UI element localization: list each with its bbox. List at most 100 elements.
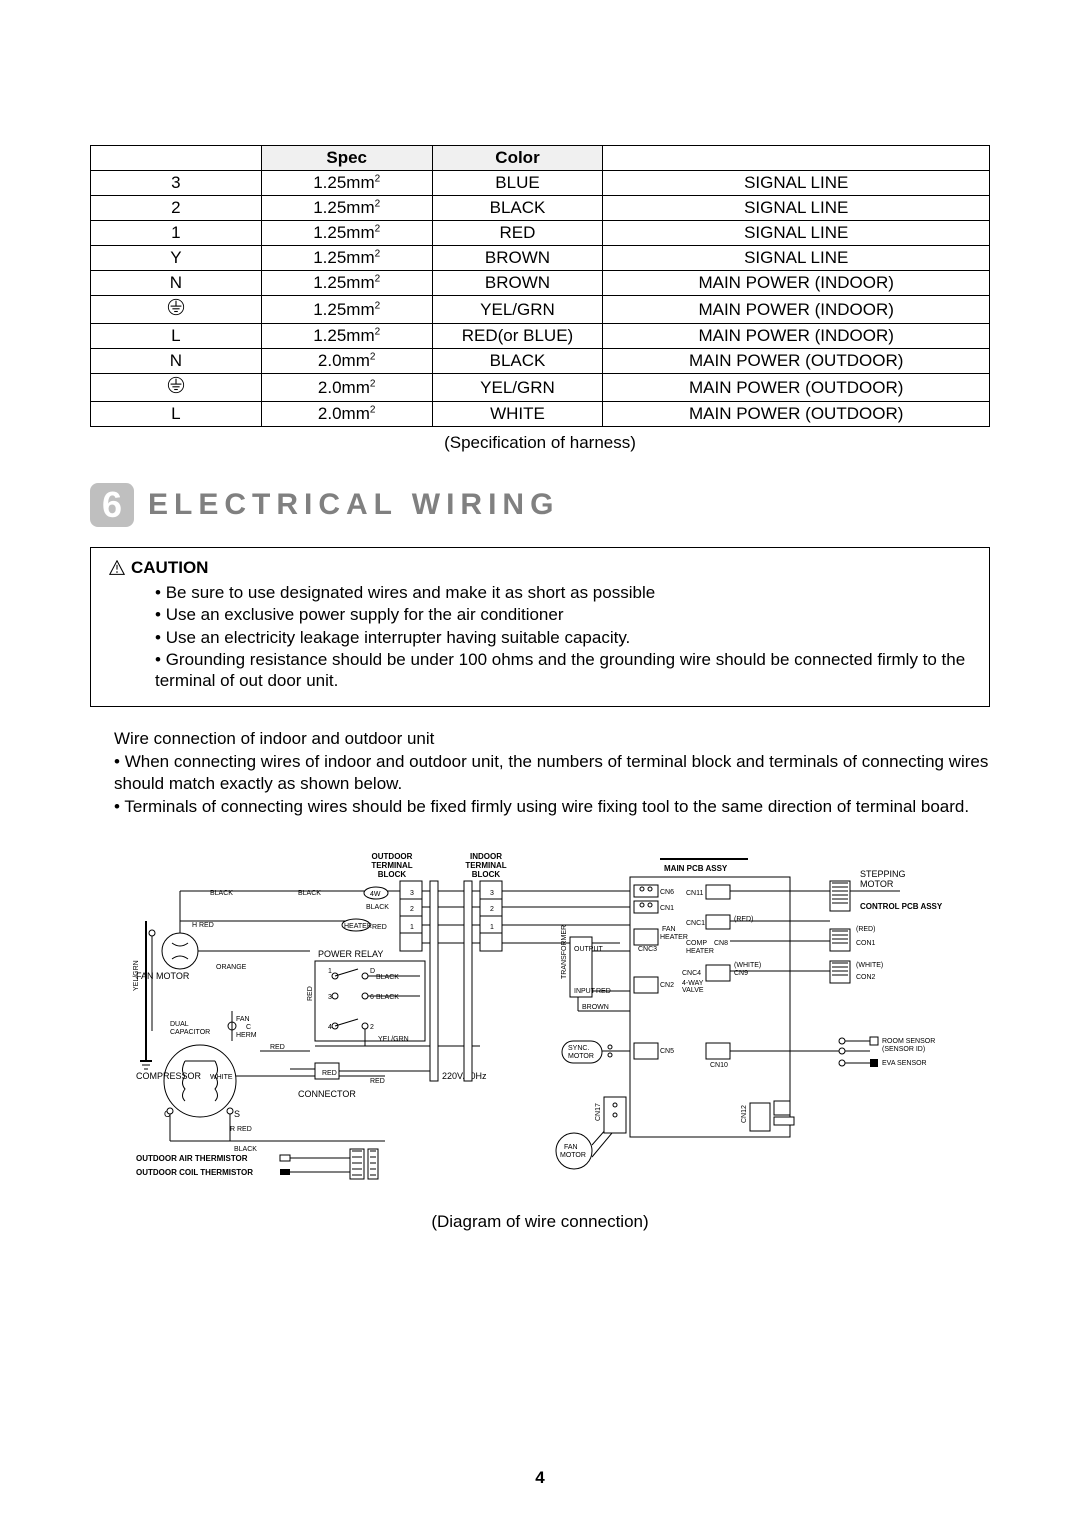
cell-terminal (91, 296, 262, 324)
svg-text:3: 3 (490, 890, 494, 897)
wire-connection-item: Terminals of connecting wires should be … (114, 796, 990, 818)
svg-text:4W: 4W (370, 891, 381, 898)
svg-text:FAN: FAN (236, 1016, 250, 1023)
cell-terminal: 1 (91, 221, 262, 246)
cell-color: BLACK (432, 349, 603, 374)
svg-text:CNC4: CNC4 (682, 970, 701, 977)
svg-text:YEL/GRN: YEL/GRN (133, 960, 140, 991)
svg-text:4: 4 (328, 1024, 332, 1031)
cell-spec: 1.25mm2 (261, 246, 432, 271)
svg-text:2: 2 (370, 1024, 374, 1031)
outdoor-air-thermistor-label: OUTDOOR AIR THERMISTOR (136, 1154, 248, 1163)
ground-icon (167, 298, 185, 316)
cell-spec: 1.25mm2 (261, 324, 432, 349)
th-spec: Spec (261, 146, 432, 171)
svg-text:1: 1 (410, 924, 414, 931)
dual-capacitor-label: DUAL (170, 1021, 189, 1028)
section-title: ELECTRICAL WIRING (148, 488, 559, 522)
cell-desc: SIGNAL LINE (603, 221, 990, 246)
svg-text:RED: RED (370, 1078, 385, 1085)
svg-text:CN5: CN5 (660, 1048, 674, 1055)
table-row: N2.0mm2BLACKMAIN POWER (OUTDOOR) (91, 349, 990, 374)
cell-spec: 1.25mm2 (261, 271, 432, 296)
transformer-label: TRANSFORMER (561, 924, 568, 978)
svg-text:RED: RED (307, 986, 314, 1001)
caution-item: Be sure to use designated wires and make… (155, 582, 971, 603)
svg-text:HEATER: HEATER (686, 948, 714, 955)
svg-text:VALVE: VALVE (682, 987, 704, 994)
cell-color: YEL/GRN (432, 296, 603, 324)
table-header: Spec Color (91, 146, 990, 171)
diagram-caption: (Diagram of wire connection) (130, 1212, 950, 1232)
cell-desc: SIGNAL LINE (603, 171, 990, 196)
svg-text:BLOCK: BLOCK (472, 870, 501, 879)
svg-text:(WHITE): (WHITE) (734, 962, 761, 969)
svg-text:CN8: CN8 (714, 940, 728, 947)
svg-text:CN6: CN6 (660, 889, 674, 896)
cell-desc: SIGNAL LINE (603, 196, 990, 221)
outdoor-terminal-block-label: OUTDOOR (372, 852, 413, 861)
cell-desc: MAIN POWER (OUTDOOR) (603, 374, 990, 402)
cell-terminal: N (91, 271, 262, 296)
wire-connection-title: Wire connection of indoor and outdoor un… (114, 729, 990, 749)
svg-text:MOTOR: MOTOR (860, 879, 894, 889)
svg-text:YEL/GRN: YEL/GRN (378, 1036, 409, 1043)
indoor-fan-motor-label: FAN (564, 1144, 578, 1151)
cell-terminal: N (91, 349, 262, 374)
svg-text:1: 1 (328, 968, 332, 975)
caution-box: CAUTION Be sure to use designated wires … (90, 547, 990, 707)
svg-text:MOTOR: MOTOR (568, 1053, 594, 1060)
cell-terminal (91, 374, 262, 402)
caution-title: CAUTION (109, 558, 971, 578)
outdoor-fan-motor-label: FAN MOTOR (136, 971, 190, 981)
cell-spec: 1.25mm2 (261, 221, 432, 246)
connector-label: CONNECTOR (298, 1089, 356, 1099)
caution-item: Grounding resistance should be under 100… (155, 649, 971, 692)
stepping-motor-label: STEPPING (860, 869, 906, 879)
table-row: 11.25mm2REDSIGNAL LINE (91, 221, 990, 246)
cell-color: YEL/GRN (432, 374, 603, 402)
cell-desc: SIGNAL LINE (603, 246, 990, 271)
cell-spec: 1.25mm2 (261, 196, 432, 221)
th-desc (603, 146, 990, 171)
svg-text:HERM: HERM (236, 1032, 257, 1039)
table-caption: (Specification of harness) (90, 433, 990, 453)
svg-text:H RED: H RED (192, 922, 214, 929)
cell-color: BLACK (432, 196, 603, 221)
cell-desc: MAIN POWER (INDOOR) (603, 296, 990, 324)
svg-text:S: S (234, 1109, 240, 1119)
cell-spec: 1.25mm2 (261, 171, 432, 196)
cell-color: BLUE (432, 171, 603, 196)
svg-text:D: D (370, 968, 375, 975)
table-row: 31.25mm2BLUESIGNAL LINE (91, 171, 990, 196)
compressor-label: COMPRESSOR (136, 1071, 202, 1081)
table-row: 21.25mm2BLACKSIGNAL LINE (91, 196, 990, 221)
th-color: Color (432, 146, 603, 171)
cell-color: RED (432, 221, 603, 246)
th-terminal (91, 146, 262, 171)
svg-text:4-WAY: 4-WAY (682, 980, 704, 987)
svg-text:WHITE: WHITE (210, 1074, 233, 1081)
svg-text:CN1: CN1 (660, 905, 674, 912)
svg-text:C: C (246, 1024, 251, 1031)
page-number: 4 (0, 1468, 1080, 1488)
table-row: N1.25mm2BROWNMAIN POWER (INDOOR) (91, 271, 990, 296)
svg-text:CON1: CON1 (856, 940, 876, 947)
svg-text:6: 6 (370, 994, 374, 1001)
main-pcb-label: MAIN PCB ASSY (664, 864, 728, 873)
svg-text:MOTOR: MOTOR (560, 1152, 586, 1159)
cell-color: BROWN (432, 271, 603, 296)
room-sensor-label: ROOM SENSOR (882, 1038, 935, 1045)
caution-list: Be sure to use designated wires and make… (109, 582, 971, 691)
svg-text:3: 3 (328, 994, 332, 1001)
svg-text:RED: RED (372, 924, 387, 931)
svg-text:CN12: CN12 (741, 1105, 748, 1123)
svg-text:HEATER: HEATER (344, 923, 372, 930)
indoor-terminal-block-label: INDOOR (470, 852, 502, 861)
section-number-badge: 6 (90, 483, 134, 527)
svg-text:BROWN: BROWN (582, 1004, 609, 1011)
cell-terminal: 3 (91, 171, 262, 196)
cell-color: BROWN (432, 246, 603, 271)
svg-text:1: 1 (490, 924, 494, 931)
outdoor-coil-thermistor-label: OUTDOOR COIL THERMISTOR (136, 1168, 253, 1177)
